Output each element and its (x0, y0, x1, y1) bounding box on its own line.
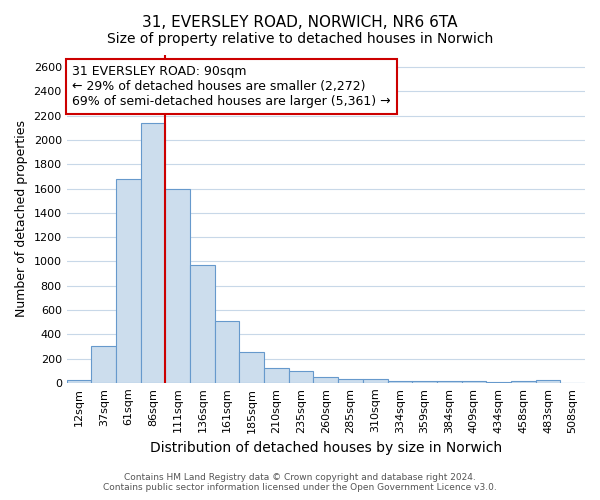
Text: Size of property relative to detached houses in Norwich: Size of property relative to detached ho… (107, 32, 493, 46)
Bar (437, 382, 461, 383)
Y-axis label: Number of detached properties: Number of detached properties (15, 120, 28, 318)
Bar (412, 381, 437, 383)
Bar (264, 368, 289, 383)
Text: Contains HM Land Registry data © Crown copyright and database right 2024.
Contai: Contains HM Land Registry data © Crown c… (103, 473, 497, 492)
Bar (239, 352, 264, 383)
Bar (141, 123, 166, 383)
Bar (313, 378, 338, 383)
Bar (190, 265, 215, 383)
Bar (363, 379, 388, 383)
Bar (289, 372, 313, 383)
Bar (536, 380, 560, 383)
Bar (388, 381, 412, 383)
Bar (486, 382, 511, 383)
Bar (215, 322, 239, 383)
Text: 31, EVERSLEY ROAD, NORWICH, NR6 6TA: 31, EVERSLEY ROAD, NORWICH, NR6 6TA (142, 15, 458, 30)
X-axis label: Distribution of detached houses by size in Norwich: Distribution of detached houses by size … (150, 441, 502, 455)
Bar (116, 179, 141, 383)
Text: 31 EVERSLEY ROAD: 90sqm
← 29% of detached houses are smaller (2,272)
69% of semi: 31 EVERSLEY ROAD: 90sqm ← 29% of detache… (72, 65, 391, 108)
Bar (511, 381, 536, 383)
Bar (166, 188, 190, 383)
Bar (338, 379, 363, 383)
Bar (67, 380, 91, 383)
Bar (91, 346, 116, 383)
Bar (461, 382, 486, 383)
